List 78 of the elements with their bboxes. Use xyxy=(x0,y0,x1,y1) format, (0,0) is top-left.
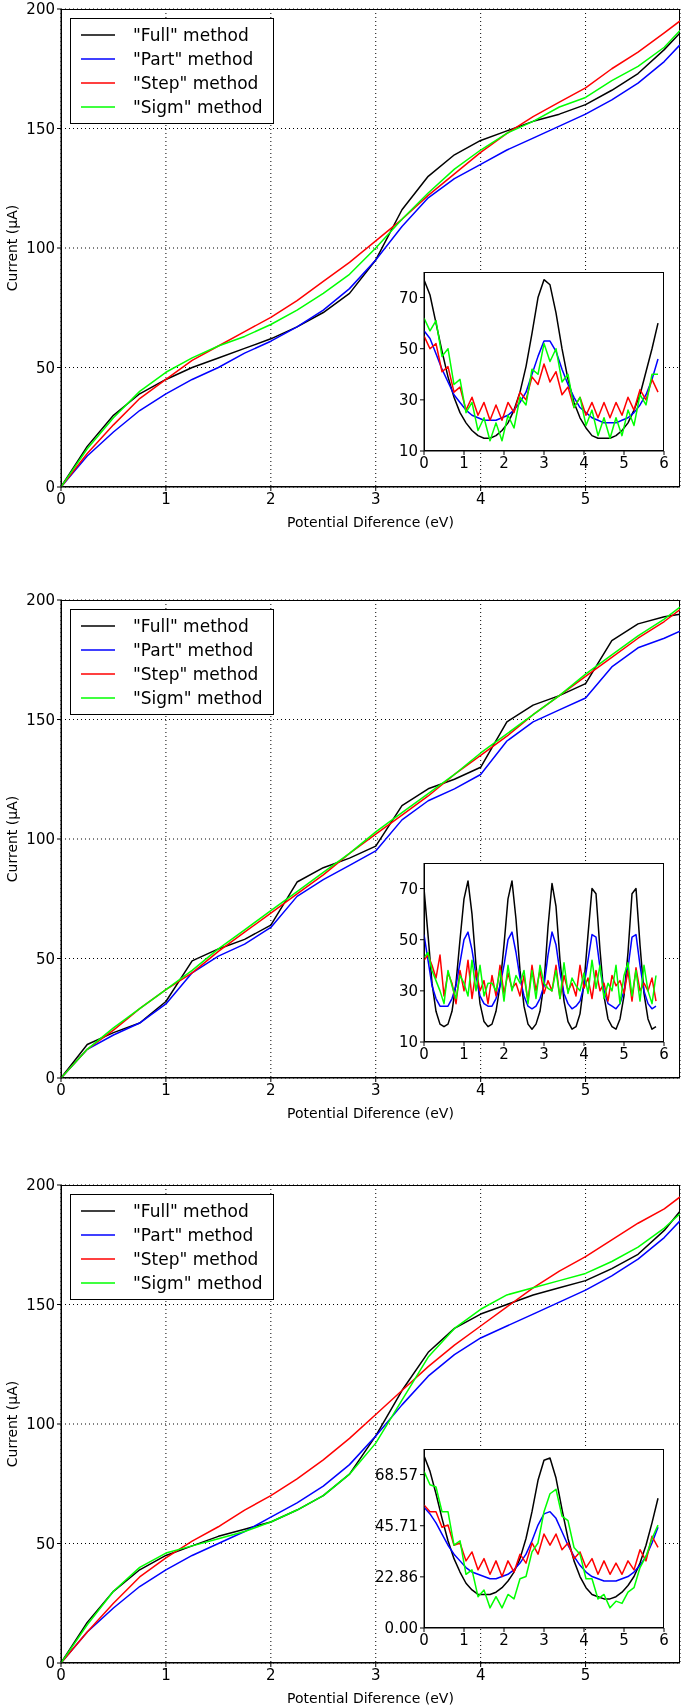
x-tick-label: 4 xyxy=(475,1665,486,1684)
line-series xyxy=(424,931,657,1010)
x-tick-label: 5 xyxy=(619,1630,629,1649)
legend-label: "Full" method xyxy=(133,24,249,47)
y-tick-label: 70 xyxy=(398,288,418,307)
legend-label: "Step" method xyxy=(133,72,259,95)
x-tick-label: 5 xyxy=(580,1665,591,1684)
y-tick-label: 50 xyxy=(398,931,418,950)
x-tick-label: 1 xyxy=(161,489,171,508)
x-tick-label: 5 xyxy=(619,453,629,472)
x-tick-label: 1 xyxy=(459,453,469,472)
x-tick-label: 2 xyxy=(266,489,276,508)
x-tick-label: 1 xyxy=(459,1630,469,1649)
x-tick-label: 2 xyxy=(266,1665,276,1684)
y-tick-label: 10 xyxy=(398,442,418,461)
x-tick-label: 5 xyxy=(580,1080,591,1099)
y-tick-label: 30 xyxy=(398,982,418,1001)
x-tick-label: 4 xyxy=(475,489,486,508)
y-tick-label: 200 xyxy=(26,1176,55,1195)
y-tick-label: 50 xyxy=(35,358,55,377)
x-tick-label: 6 xyxy=(659,1630,669,1649)
x-tick-label: 1 xyxy=(459,1044,469,1063)
y-tick-label: 200 xyxy=(26,591,55,610)
x-tick-label: 5 xyxy=(619,1044,629,1063)
y-tick-label: 150 xyxy=(26,119,55,138)
legend-label: "Full" method xyxy=(133,1200,249,1223)
x-tick-label: 2 xyxy=(499,1630,509,1649)
x-tick-label: 6 xyxy=(659,1044,669,1063)
legend-label: "Full" method xyxy=(133,615,249,638)
legend-label: "Sigm" method xyxy=(133,96,263,119)
x-axis-title: Potential Diference (eV) xyxy=(287,514,454,530)
y-tick-label: 50 xyxy=(35,949,55,968)
y-tick-label: 30 xyxy=(398,391,418,410)
y-tick-label: 100 xyxy=(26,830,55,849)
legend-label: "Part" method xyxy=(133,639,254,662)
x-tick-label: 3 xyxy=(370,1665,381,1684)
legend-label: "Sigm" method xyxy=(133,687,263,710)
x-tick-label: 2 xyxy=(499,1044,509,1063)
y-tick-label: 45.71 xyxy=(375,1517,418,1536)
y-axis-title: Current (μA) xyxy=(3,795,20,883)
x-tick-label: 3 xyxy=(370,1080,381,1099)
legend-label: "Part" method xyxy=(133,1224,254,1247)
legend-label: "Sigm" method xyxy=(133,1272,263,1295)
y-tick-label: 150 xyxy=(26,710,55,729)
x-tick-label: 4 xyxy=(579,453,589,472)
x-tick-label: 4 xyxy=(579,1044,589,1063)
x-axis-title: Potential Diference (eV) xyxy=(287,1690,454,1706)
y-axis-title: Current (μA) xyxy=(3,204,20,292)
legend-label: "Step" method xyxy=(133,1248,259,1271)
y-tick-label: 100 xyxy=(26,1415,55,1434)
x-tick-label: 6 xyxy=(659,453,669,472)
x-tick-label: 1 xyxy=(161,1665,171,1684)
y-tick-label: 100 xyxy=(26,239,55,258)
y-tick-label: 150 xyxy=(26,1295,55,1314)
y-tick-label: 10 xyxy=(398,1033,418,1052)
y-tick-label: 200 xyxy=(26,0,55,19)
x-tick-label: 2 xyxy=(266,1080,276,1099)
x-tick-label: 3 xyxy=(539,1044,549,1063)
x-axis-title: Potential Diference (eV) xyxy=(287,1105,454,1121)
x-tick-label: 2 xyxy=(499,453,509,472)
x-tick-label: 3 xyxy=(370,489,381,508)
x-tick-label: 5 xyxy=(580,489,591,508)
legend-label: "Part" method xyxy=(133,48,254,71)
y-tick-label: 70 xyxy=(398,879,418,898)
y-tick-label: 0.00 xyxy=(384,1619,418,1638)
y-tick-label: 68.57 xyxy=(375,1465,418,1484)
x-tick-label: 1 xyxy=(161,1080,171,1099)
line-series xyxy=(424,1470,659,1609)
x-tick-label: 3 xyxy=(539,1630,549,1649)
x-tick-label: 3 xyxy=(539,453,549,472)
y-tick-label: 22.86 xyxy=(375,1568,418,1587)
line-series xyxy=(424,317,659,442)
legend-label: "Step" method xyxy=(133,663,259,686)
y-axis-title: Current (μA) xyxy=(3,1380,20,1468)
y-tick-label: 50 xyxy=(398,340,418,359)
x-tick-label: 4 xyxy=(475,1080,486,1099)
y-tick-label: 50 xyxy=(35,1534,55,1553)
x-tick-label: 4 xyxy=(579,1630,589,1649)
